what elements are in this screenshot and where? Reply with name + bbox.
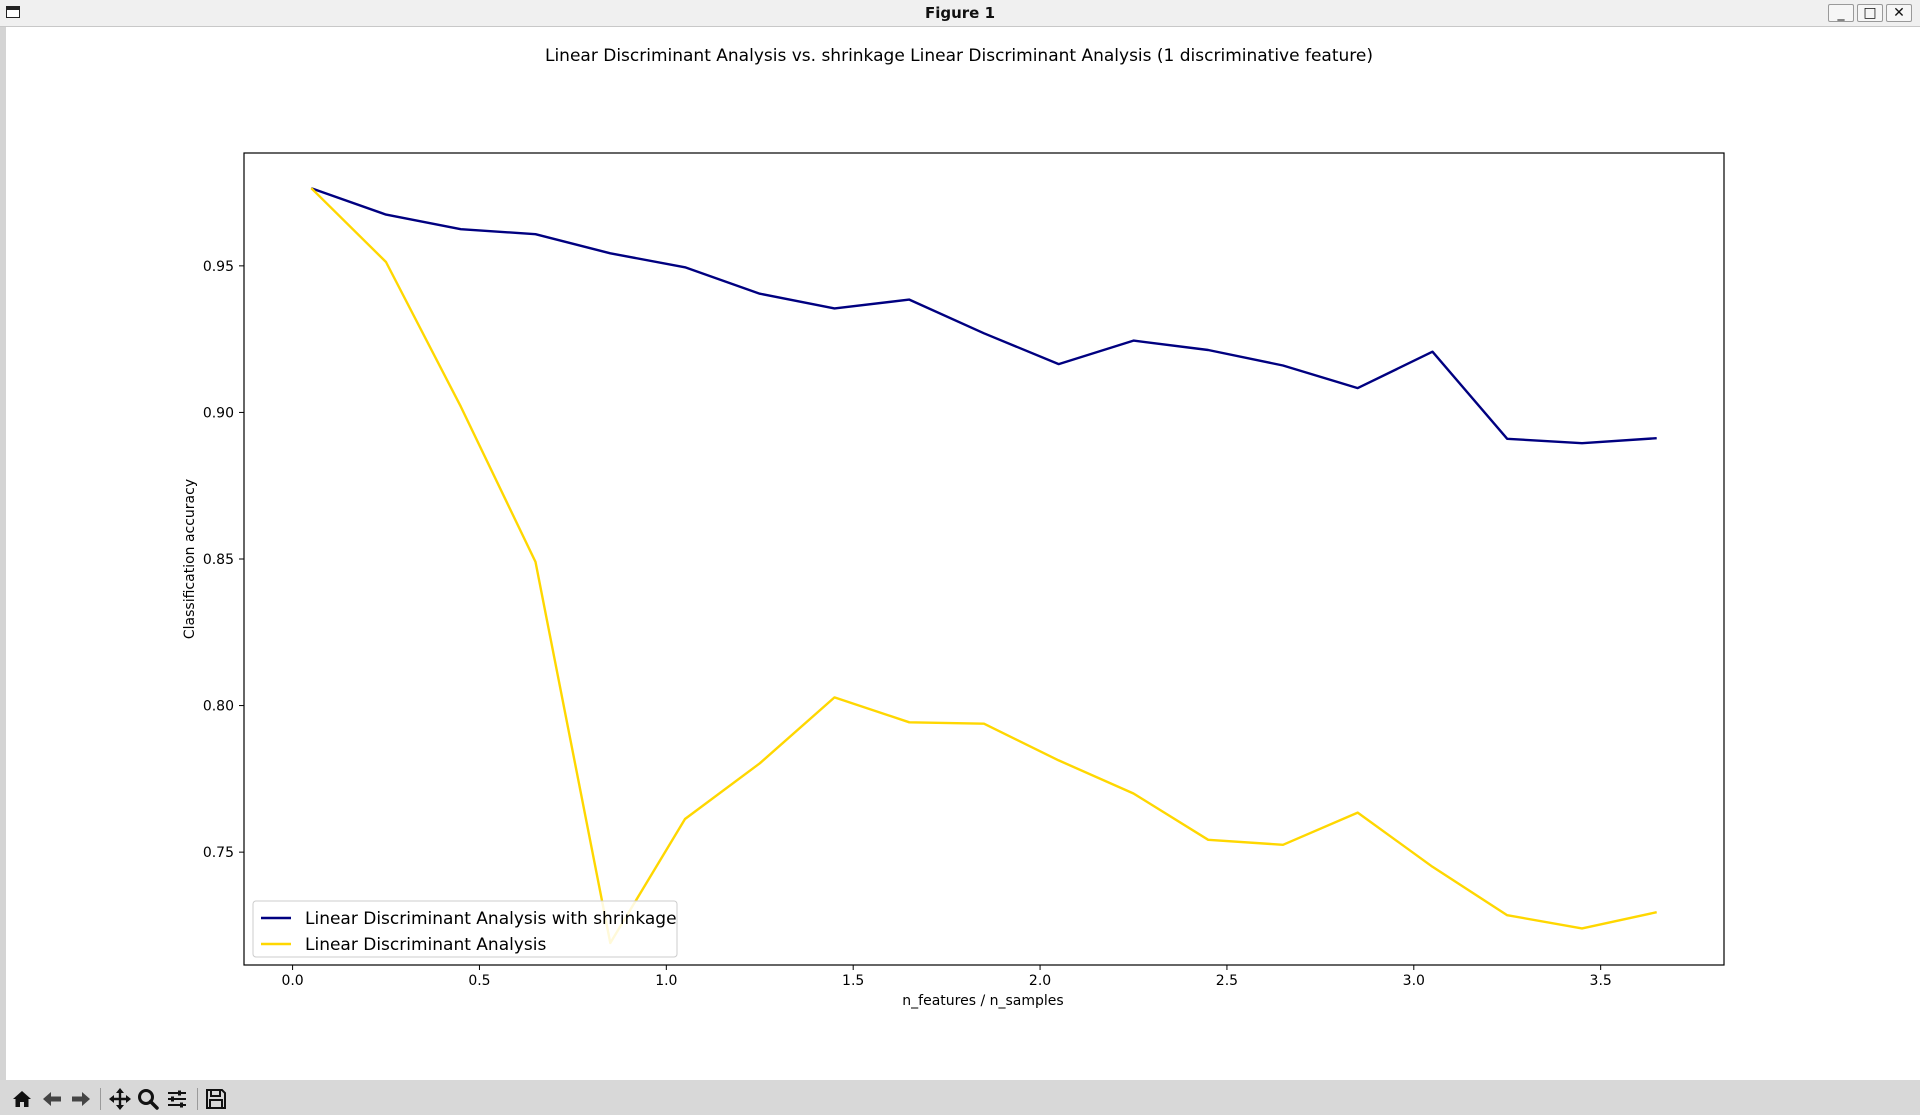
legend: Linear Discriminant Analysis with shrink… [252,900,678,958]
back-arrow-icon[interactable] [40,1087,64,1111]
axes: 0.0 0.5 1.0 1.5 2.0 2.5 3.0 3.5 0.75 0.80 0.85 0.90… [203,152,1725,989]
close-icon: ✕ [1893,5,1905,21]
x-axis-label: n_features / n_samples [902,993,1063,1009]
save-figure-icon[interactable] [204,1087,228,1111]
y-tick-label: 0.75 [203,845,234,861]
series-lines [310,187,1657,945]
pan-move-icon[interactable] [108,1087,132,1111]
minimize-button[interactable]: _ [1828,4,1854,22]
close-button[interactable]: ✕ [1886,4,1912,22]
chart-title: Linear Discriminant Analysis vs. shrinka… [545,46,1373,66]
line-chart: Linear Discriminant Analysis vs. shrinka… [182,46,1725,1009]
series-line-2 [310,187,1657,945]
navigation-toolbar [0,1080,1920,1115]
toolbar-separator [197,1088,198,1110]
x-tick-label: 0.5 [468,973,490,989]
toolbar-separator [100,1088,101,1110]
home-icon[interactable] [10,1087,34,1111]
y-axis-label: Classification accuracy [182,479,198,639]
x-tick-label: 1.0 [655,973,677,989]
legend-box [252,900,678,958]
configure-subplots-icon[interactable] [165,1087,189,1111]
x-tick-label: 3.5 [1590,973,1612,989]
maximize-icon: □ [1863,5,1877,21]
y-tick-label: 0.80 [203,699,234,715]
figure-canvas[interactable]: Linear Discriminant Analysis vs. shrinka… [6,27,1920,1080]
window-app-icon [6,6,20,18]
legend-label: Linear Discriminant Analysis with shrink… [305,909,677,929]
zoom-magnifier-icon[interactable] [136,1087,160,1111]
x-tick-label: 2.0 [1029,973,1051,989]
window-titlebar[interactable]: Figure 1 _ □ ✕ [0,0,1920,27]
x-tick-label: 3.0 [1403,973,1425,989]
maximize-button[interactable]: □ [1857,4,1883,22]
plot-frame [243,152,1725,966]
y-tick-label: 0.85 [203,552,234,568]
y-tick-label: 0.95 [203,259,234,275]
forward-arrow-icon[interactable] [69,1087,93,1111]
legend-label: Linear Discriminant Analysis [305,935,546,955]
series-line-1 [310,187,1657,445]
y-tick-label: 0.90 [203,405,234,421]
x-tick-label: 1.5 [842,973,864,989]
window-title: Figure 1 [924,4,996,22]
x-tick-label: 0.0 [281,973,303,989]
x-tick-label: 2.5 [1216,973,1238,989]
minimize-icon: _ [1837,5,1845,21]
